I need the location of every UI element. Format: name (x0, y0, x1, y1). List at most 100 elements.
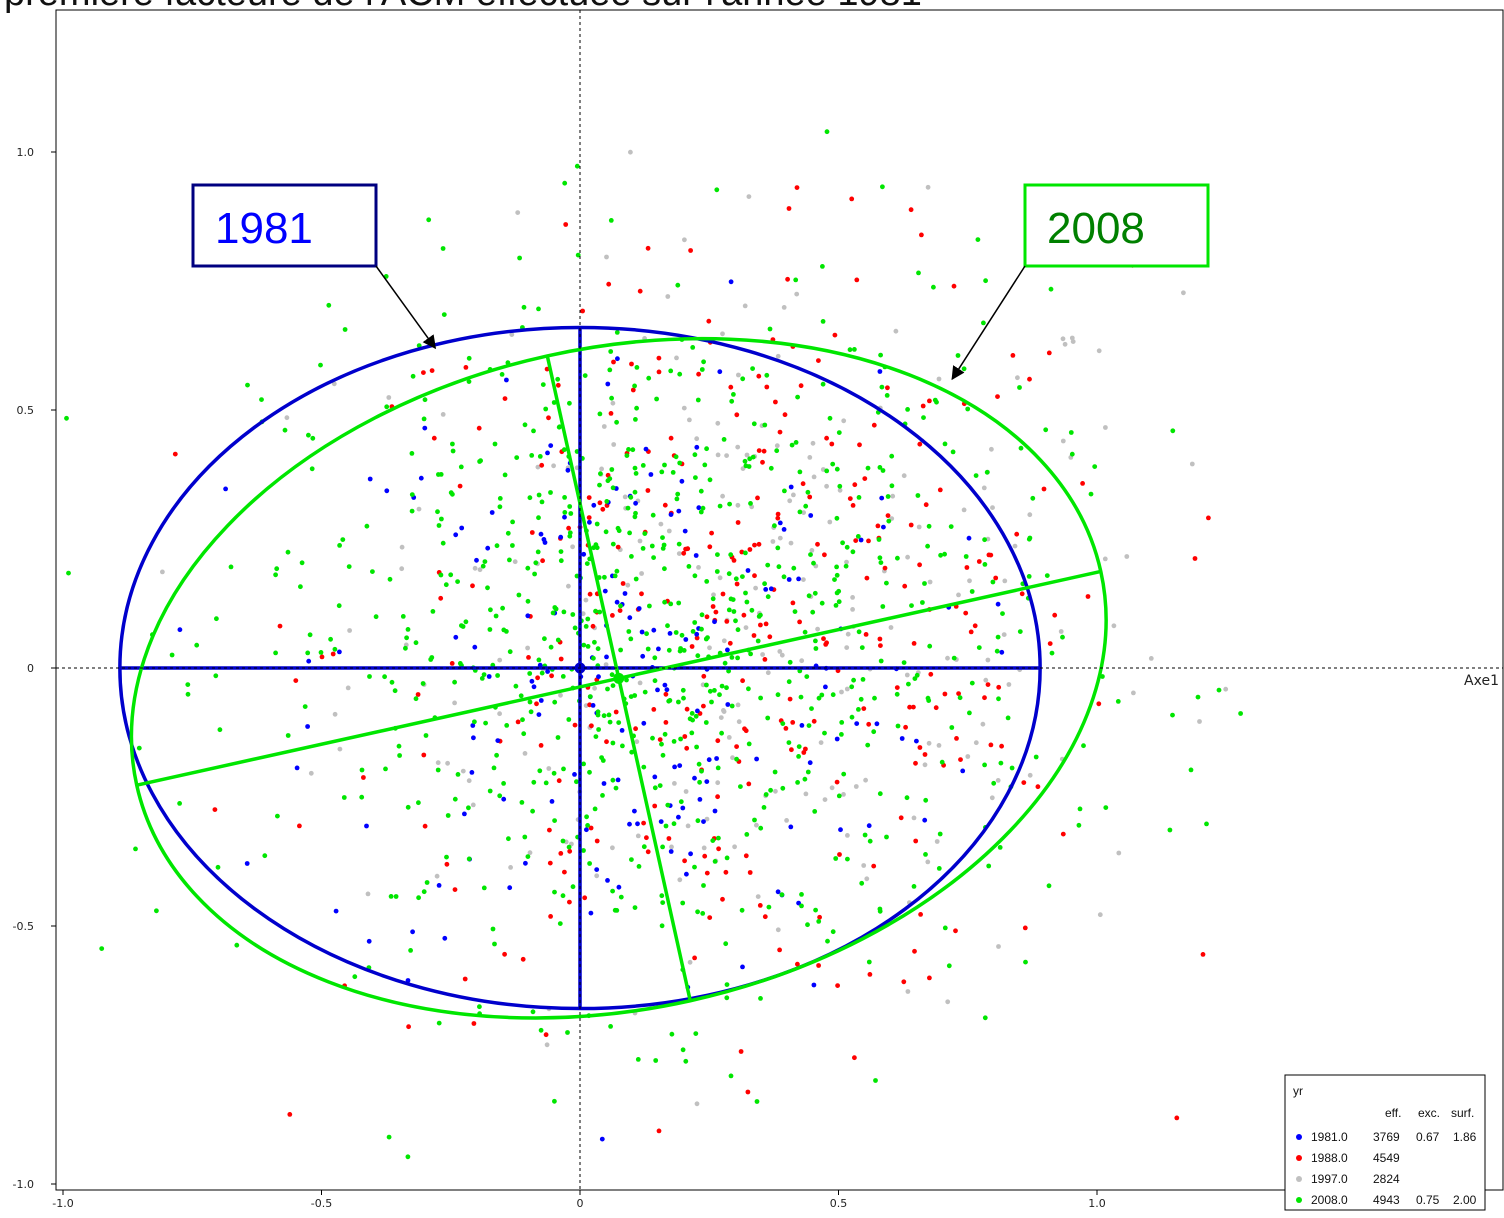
data-point (386, 395, 392, 400)
data-point (715, 780, 721, 786)
data-point (973, 473, 979, 478)
data-point (453, 634, 459, 640)
data-point (746, 194, 752, 200)
data-point (502, 396, 508, 401)
data-point (701, 845, 707, 851)
data-point (587, 694, 593, 699)
data-point (948, 524, 954, 529)
data-point (760, 652, 765, 657)
data-point (662, 566, 667, 572)
data-point (682, 734, 688, 739)
data-point (525, 854, 531, 859)
data-point (538, 743, 544, 748)
data-point (799, 903, 804, 909)
data-point (592, 806, 598, 812)
data-point (472, 719, 477, 725)
data-point (879, 495, 885, 501)
data-point (734, 412, 740, 418)
legend-eff: 2824 (1373, 1172, 1400, 1186)
data-point (668, 601, 674, 607)
data-point (939, 759, 945, 765)
data-point (781, 305, 787, 310)
data-point (679, 478, 685, 484)
data-point (424, 880, 430, 885)
data-point (956, 691, 961, 696)
data-point (867, 972, 873, 977)
data-point (973, 740, 979, 746)
data-point (790, 600, 796, 606)
data-point (590, 623, 596, 629)
data-point (622, 591, 628, 596)
legend-marker (1296, 1176, 1302, 1182)
data-point (963, 610, 969, 616)
data-point (763, 621, 769, 627)
data-point (767, 326, 773, 332)
callout-arrow (951, 265, 1026, 381)
data-point (728, 552, 734, 558)
data-point (645, 849, 651, 855)
data-point (923, 852, 928, 857)
data-point (683, 789, 689, 794)
data-point (575, 252, 581, 258)
data-point (422, 397, 428, 403)
data-point (697, 779, 702, 785)
data-point (694, 635, 700, 641)
data-point (637, 288, 643, 294)
data-point (717, 575, 723, 581)
data-point (674, 496, 680, 502)
data-point (443, 582, 449, 588)
data-point (345, 685, 351, 691)
data-point (644, 631, 649, 637)
data-point (797, 509, 803, 515)
data-point (781, 527, 787, 532)
data-point (552, 605, 558, 610)
data-point (516, 592, 522, 598)
data-point (680, 805, 686, 811)
data-point (834, 564, 839, 570)
data-point (990, 579, 996, 585)
data-point (937, 487, 943, 493)
data-point (758, 996, 763, 1001)
data-point (722, 660, 728, 666)
data-point (921, 415, 926, 420)
data-point (694, 444, 700, 450)
callout-2008: 2008 (951, 183, 1210, 381)
data-point (510, 543, 515, 548)
callout-arrow (375, 265, 437, 350)
data-point (834, 736, 840, 742)
data-point (366, 938, 372, 944)
data-point (421, 752, 427, 758)
data-point (1077, 806, 1083, 812)
data-point (695, 397, 701, 403)
data-point (306, 658, 312, 664)
data-point (502, 472, 508, 478)
data-point (491, 765, 497, 771)
data-point (785, 276, 790, 282)
y-tick-label: 1.0 (17, 146, 35, 159)
data-point (865, 465, 871, 471)
data-point (877, 555, 883, 561)
data-point (982, 537, 987, 543)
data-point (801, 577, 806, 582)
data-point (773, 788, 778, 794)
data-point (942, 691, 948, 697)
data-point (880, 184, 885, 190)
data-point (418, 475, 424, 481)
data-point (717, 692, 722, 698)
data-point (746, 464, 752, 469)
data-point (373, 614, 379, 620)
data-point (1060, 831, 1066, 837)
data-point (587, 591, 593, 597)
data-point (942, 925, 948, 931)
data-point (964, 565, 970, 570)
data-point (489, 510, 495, 515)
data-point (639, 591, 644, 597)
data-point (666, 698, 672, 704)
data-point (213, 673, 219, 679)
data-point (555, 376, 561, 382)
data-point (949, 725, 955, 730)
data-point (847, 347, 853, 353)
data-point (754, 756, 759, 762)
data-point (588, 825, 594, 831)
data-point (486, 674, 492, 679)
